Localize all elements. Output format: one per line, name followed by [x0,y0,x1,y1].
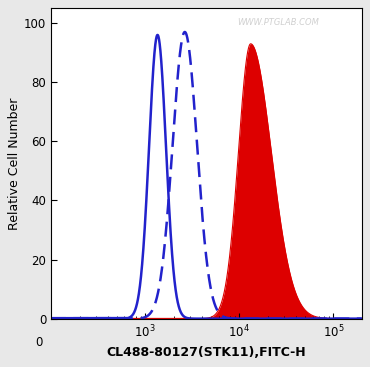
Y-axis label: Relative Cell Number: Relative Cell Number [9,97,21,230]
X-axis label: CL488-80127(STK11),FITC-H: CL488-80127(STK11),FITC-H [107,346,306,359]
Text: WWW.PTGLAB.COM: WWW.PTGLAB.COM [238,18,319,27]
Text: 0: 0 [35,336,43,349]
